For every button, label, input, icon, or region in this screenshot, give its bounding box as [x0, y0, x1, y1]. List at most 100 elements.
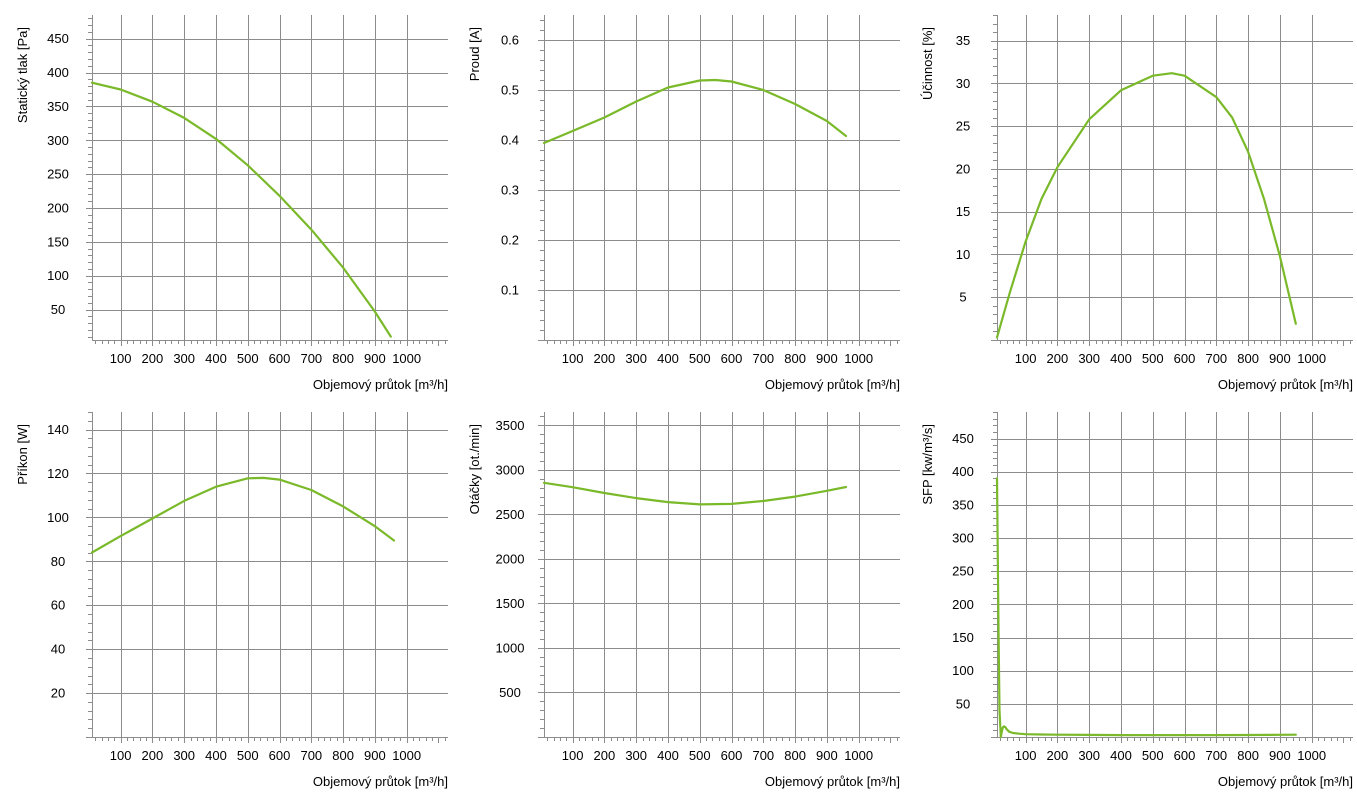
- x-tick-label: 100: [562, 351, 584, 366]
- x-tick-label: 200: [1047, 748, 1069, 763]
- x-tick-label: 600: [721, 748, 743, 763]
- y-tick-label: 0.4: [501, 133, 519, 148]
- y-tick-label: 0.5: [501, 83, 519, 98]
- x-tick-label: 800: [784, 351, 806, 366]
- y-tick-label: 250: [952, 564, 974, 579]
- x-tick-label: 1000: [1297, 351, 1326, 366]
- x-tick-label: 300: [625, 351, 647, 366]
- x-tick-label: 700: [1205, 351, 1227, 366]
- x-tick-label: 200: [594, 351, 616, 366]
- x-tick-label: 400: [657, 351, 679, 366]
- sfp-chart: 50 100 150 200 250 300 350 400 450 100 200 300 400 50…: [905, 397, 1357, 794]
- x-tick-label: 600: [269, 351, 291, 366]
- y-tick-label: 400: [47, 65, 69, 80]
- y-tick-label: 30: [956, 76, 970, 91]
- x-tick-label: 800: [784, 748, 806, 763]
- x-tick-label: 1000: [844, 351, 873, 366]
- y-tick-label: 50: [956, 696, 970, 711]
- y-tick-label: 40: [51, 642, 65, 657]
- chart-svg: 50 100 150 200 250 300 350 400 450 100 200 300 400 50…: [920, 412, 1353, 789]
- y-tick-label: 60: [51, 598, 65, 613]
- y-tick-label: 450: [47, 31, 69, 46]
- y-tick-label: 200: [952, 597, 974, 612]
- chart-svg: 500 1000 1500 2000 2500 3000 3500 100 200 300 400 5…: [467, 412, 900, 789]
- x-tick-label: 500: [237, 351, 259, 366]
- x-axis-title: Objemový průtok [m³/h]: [313, 774, 448, 789]
- current-chart: 0.1 0.2 0.3 0.4 0.5 0.6 100 200 300 400 500 600 700 8…: [452, 0, 904, 397]
- x-tick-label: 900: [816, 748, 838, 763]
- x-tick-label: 900: [364, 748, 386, 763]
- y-tick-label: 350: [47, 99, 69, 114]
- x-tick-label: 500: [1142, 351, 1164, 366]
- series-line: [542, 78, 848, 145]
- speed-chart: 500 1000 1500 2000 2500 3000 3500 100 200 300 400 5…: [452, 397, 904, 794]
- x-tick-label: 300: [625, 748, 647, 763]
- y-tick-label: 3000: [496, 462, 525, 477]
- x-tick-label: 200: [142, 748, 164, 763]
- x-tick-label: 1000: [392, 748, 421, 763]
- series-line: [90, 476, 396, 554]
- y-tick-label: 350: [952, 497, 974, 512]
- x-tick-label: 1000: [844, 748, 873, 763]
- x-axis-title: Objemový průtok [m³/h]: [1218, 377, 1353, 392]
- x-tick-label: 800: [1237, 351, 1259, 366]
- x-tick-label: 300: [173, 351, 195, 366]
- y-tick-label: 15: [956, 204, 970, 219]
- y-tick-label: 300: [952, 531, 974, 546]
- y-tick-label: 25: [956, 119, 970, 134]
- x-tick-label: 400: [1110, 351, 1132, 366]
- x-tick-label: 900: [1269, 748, 1291, 763]
- x-axis-title: Objemový průtok [m³/h]: [765, 377, 900, 392]
- x-axis-title: Objemový průtok [m³/h]: [1218, 774, 1353, 789]
- y-axis-title: Statický tlak [Pa]: [15, 27, 30, 123]
- x-tick-label: 300: [1078, 351, 1100, 366]
- x-tick-label: 400: [1110, 748, 1132, 763]
- x-tick-label: 700: [300, 351, 322, 366]
- y-tick-label: 20: [51, 686, 65, 701]
- x-tick-label: 900: [816, 351, 838, 366]
- y-tick-label: 35: [956, 33, 970, 48]
- y-tick-label: 0.6: [501, 33, 519, 48]
- y-tick-label: 100: [47, 268, 69, 283]
- y-tick-label: 140: [47, 422, 69, 437]
- y-tick-label: 120: [47, 466, 69, 481]
- x-tick-label: 200: [594, 748, 616, 763]
- y-axis-title: Účinnost [%]: [920, 27, 935, 100]
- x-tick-label: 100: [1015, 351, 1037, 366]
- chart-svg: 5 10 15 20 25 30 35 100 200 300 400 500 600 700 800 900…: [920, 15, 1353, 392]
- y-tick-label: 2000: [496, 551, 525, 566]
- chart-svg: 50 100 150 200 250 300 350 400 450 100 200 300 400 50…: [15, 15, 448, 392]
- x-tick-label: 800: [1237, 748, 1259, 763]
- power-input-chart: 20 40 60 80 100 120 140 100 200 300 400 500 600 700 80…: [0, 397, 452, 794]
- chart-svg: 0.1 0.2 0.3 0.4 0.5 0.6 100 200 300 400 500 600 700 8…: [467, 15, 900, 392]
- series-line: [995, 477, 1297, 739]
- y-tick-label: 5: [959, 290, 966, 305]
- x-tick-label: 200: [142, 351, 164, 366]
- x-axis-title: Objemový průtok [m³/h]: [765, 774, 900, 789]
- x-tick-label: 600: [269, 748, 291, 763]
- x-tick-label: 400: [205, 748, 227, 763]
- x-tick-label: 200: [1047, 351, 1069, 366]
- y-tick-label: 0.1: [501, 283, 519, 298]
- x-axis-title: Objemový průtok [m³/h]: [313, 377, 448, 392]
- y-tick-label: 50: [51, 302, 65, 317]
- y-tick-label: 10: [956, 247, 970, 262]
- y-tick-label: 250: [47, 167, 69, 182]
- y-axis-title: Proud [A]: [467, 27, 482, 81]
- x-tick-label: 700: [1205, 748, 1227, 763]
- y-tick-label: 2500: [496, 507, 525, 522]
- x-tick-label: 100: [1015, 748, 1037, 763]
- y-tick-label: 400: [952, 464, 974, 479]
- y-axis-title: SFP [kw/m³/s]: [920, 424, 935, 505]
- x-tick-label: 800: [332, 351, 354, 366]
- y-axis-title: Příkon [W]: [15, 424, 30, 485]
- static-pressure-chart: 50 100 150 200 250 300 350 400 450 100 200 300 400 50…: [0, 0, 452, 397]
- x-tick-label: 700: [752, 351, 774, 366]
- y-tick-label: 0.2: [501, 233, 519, 248]
- x-tick-label: 500: [689, 351, 711, 366]
- x-tick-label: 700: [300, 748, 322, 763]
- x-tick-label: 100: [110, 748, 132, 763]
- x-tick-label: 600: [1174, 351, 1196, 366]
- y-tick-label: 80: [51, 554, 65, 569]
- efficiency-chart: 5 10 15 20 25 30 35 100 200 300 400 500 600 700 800 900…: [905, 0, 1357, 397]
